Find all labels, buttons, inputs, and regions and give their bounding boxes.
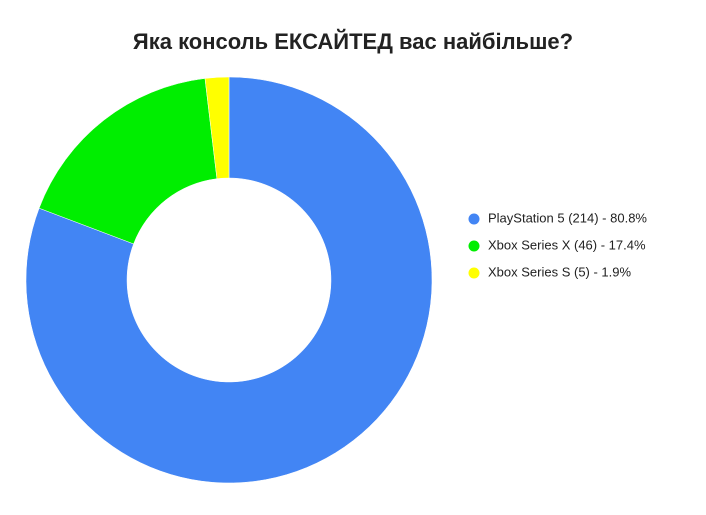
legend-label: Xbox Series S (5) - 1.9%	[488, 264, 631, 279]
legend-swatch	[468, 240, 480, 252]
legend-swatch	[468, 267, 480, 279]
legend-label: PlayStation 5 (214) - 80.8%	[488, 210, 647, 225]
legend-swatch	[468, 213, 480, 225]
legend-label: Xbox Series X (46) - 17.4%	[488, 237, 646, 252]
donut-slice	[38, 78, 218, 245]
chart-title: Яка консоль ЕКСАЙТЕД вас найбільше?	[133, 29, 573, 54]
donut-slice	[204, 76, 230, 179]
donut-slice	[25, 76, 433, 484]
